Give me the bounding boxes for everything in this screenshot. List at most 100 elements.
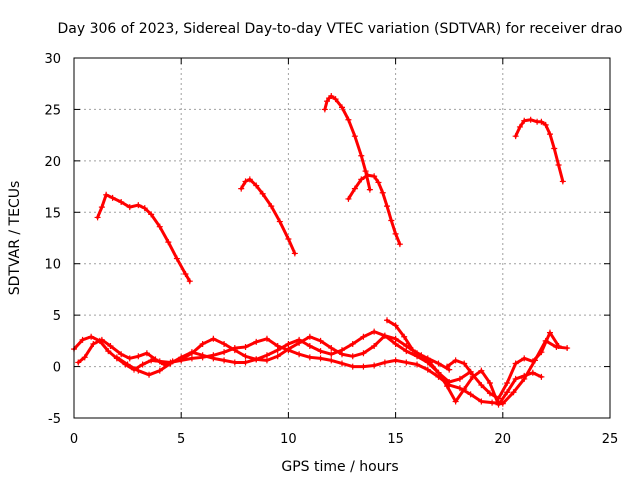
- data-point: [360, 350, 367, 357]
- data-point: [242, 359, 249, 366]
- data-point: [148, 211, 155, 218]
- data-point: [146, 371, 153, 378]
- data-point: [296, 336, 303, 343]
- data-point: [456, 385, 463, 392]
- data-point: [564, 345, 571, 352]
- data-point: [424, 366, 431, 373]
- data-point: [253, 356, 260, 363]
- data-point: [351, 185, 358, 192]
- data-point: [88, 333, 95, 340]
- series-line: [323, 94, 372, 192]
- data-point: [107, 343, 114, 349]
- data-point: [435, 369, 442, 376]
- data-point: [349, 340, 356, 347]
- data-point: [403, 359, 410, 366]
- data-point: [118, 199, 125, 205]
- data-point: [388, 217, 395, 224]
- series-arc-4: [345, 172, 403, 248]
- data-point: [478, 367, 485, 374]
- data-point: [339, 360, 345, 367]
- x-tick-label: 25: [602, 432, 619, 447]
- data-point: [81, 354, 88, 361]
- data-point: [103, 191, 110, 198]
- data-point: [461, 386, 468, 393]
- y-tick-label: 15: [44, 206, 61, 221]
- data-point: [456, 375, 463, 382]
- series-line: [239, 177, 297, 255]
- data-point: [360, 333, 367, 340]
- data-point: [105, 348, 112, 355]
- data-point: [268, 203, 275, 210]
- data-point: [79, 336, 86, 343]
- data-point: [435, 360, 442, 367]
- data-point: [446, 379, 453, 385]
- data-point: [521, 117, 528, 124]
- data-point: [403, 348, 410, 355]
- data-point: [152, 356, 159, 363]
- data-point: [126, 204, 133, 211]
- data-point: [418, 352, 425, 359]
- data-point: [126, 355, 133, 362]
- data-point: [221, 357, 228, 364]
- series-arc-1: [94, 191, 193, 285]
- data-point: [379, 189, 386, 196]
- data-point: [504, 389, 511, 396]
- data-point: [467, 391, 474, 398]
- data-point: [135, 367, 142, 374]
- data-point: [362, 168, 369, 175]
- data-point: [446, 366, 453, 373]
- data-point: [345, 116, 352, 123]
- data-point: [512, 360, 519, 367]
- data-point: [285, 236, 292, 243]
- data-point: [259, 190, 266, 197]
- x-tick-label: 15: [387, 432, 404, 447]
- data-point: [328, 357, 335, 364]
- data-point: [328, 345, 335, 352]
- data-point: [285, 340, 292, 347]
- data-point: [392, 357, 399, 364]
- data-point: [317, 355, 324, 362]
- data-point: [90, 340, 97, 347]
- data-point: [486, 390, 493, 397]
- data-point: [186, 278, 193, 285]
- data-point: [358, 176, 365, 183]
- data-point: [555, 161, 562, 168]
- data-point: [529, 369, 536, 376]
- data-point: [296, 351, 303, 358]
- data-point: [366, 186, 373, 193]
- data-point: [414, 361, 421, 368]
- data-point: [167, 360, 174, 367]
- data-point: [253, 338, 260, 345]
- data-point: [551, 145, 558, 152]
- data-point: [199, 340, 206, 347]
- data-point: [178, 354, 185, 361]
- y-tick-label: 25: [44, 103, 61, 118]
- data-point: [384, 317, 391, 324]
- data-point: [444, 383, 451, 390]
- data-point: [469, 371, 476, 378]
- x-tick-label: 10: [280, 432, 297, 447]
- data-point: [124, 361, 131, 368]
- y-tick-label: 0: [53, 361, 61, 376]
- data-point: [231, 347, 238, 354]
- data-point: [360, 363, 367, 370]
- data-point: [141, 205, 148, 212]
- data-point: [199, 352, 206, 359]
- y-tick-label: 10: [44, 258, 61, 273]
- data-point: [75, 359, 82, 366]
- data-point: [392, 340, 399, 347]
- data-point: [486, 380, 493, 387]
- data-point: [375, 179, 382, 186]
- data-point: [246, 176, 253, 183]
- data-point: [285, 346, 292, 353]
- data-point: [452, 398, 459, 405]
- data-point: [384, 203, 391, 210]
- data-point: [242, 353, 249, 360]
- series-band-5: [444, 329, 562, 402]
- series-line: [514, 118, 565, 183]
- data-point: [188, 349, 195, 356]
- data-point: [317, 348, 324, 355]
- data-point: [371, 343, 378, 349]
- data-point: [182, 271, 189, 277]
